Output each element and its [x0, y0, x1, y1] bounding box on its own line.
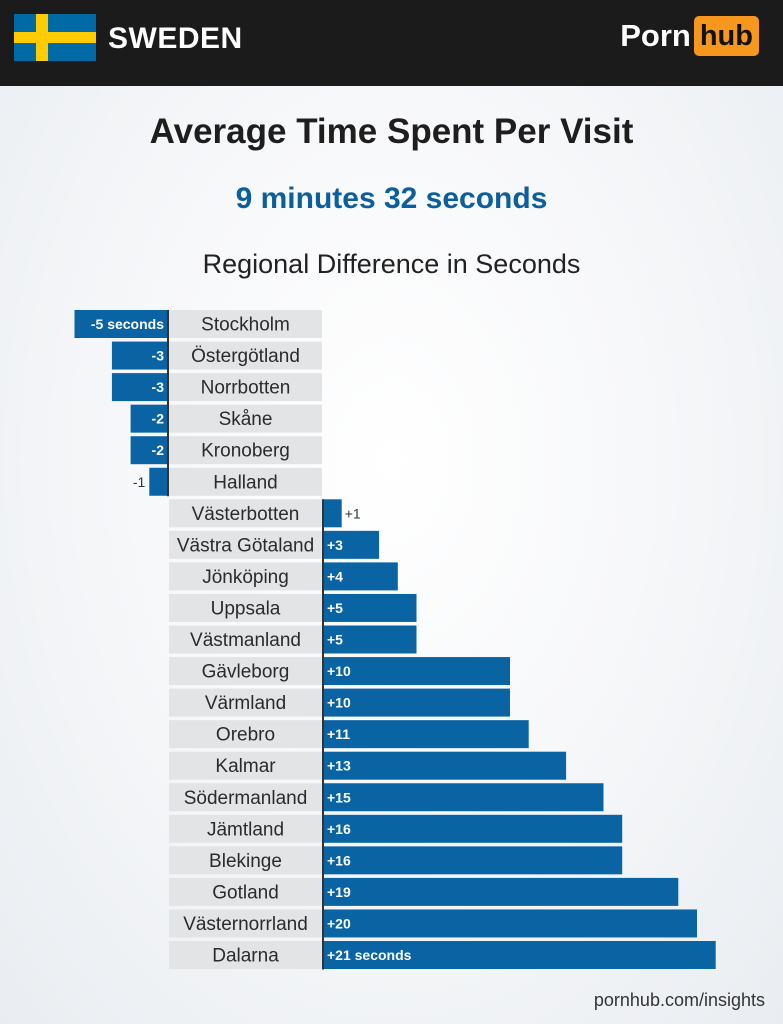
category-label-bg: [169, 404, 322, 433]
category-label-bg: [169, 341, 322, 370]
chart-title: Regional Difference in Seconds: [202, 249, 581, 279]
value-label: +10: [327, 695, 351, 711]
category-label: Stockholm: [201, 315, 290, 336]
category-label: Västerbotten: [192, 504, 300, 525]
category-label-bg: [169, 310, 322, 338]
category-label-bg: [169, 941, 322, 969]
category-label-bg: [169, 499, 322, 528]
category-label-bg: [169, 657, 322, 686]
category-label: Uppsala: [211, 598, 281, 619]
category-label: Jönköping: [202, 567, 289, 588]
category-label: Norrbotten: [201, 378, 291, 399]
bar: [130, 436, 168, 465]
category-label: Skåne: [219, 409, 273, 430]
value-label: +11: [327, 726, 350, 742]
header-bar: SWEDEN Porn hub: [0, 0, 783, 86]
category-label: Östergötland: [191, 346, 300, 367]
sweden-flag-icon: [14, 14, 96, 61]
category-label: Västmanland: [190, 630, 301, 651]
footer-url: pornhub.com/insights: [593, 990, 765, 1010]
category-label-bg: [169, 562, 322, 591]
category-label: Södermanland: [184, 788, 308, 809]
category-label-bg: [169, 530, 322, 559]
value-label: -3: [152, 379, 165, 395]
category-label-bg: [169, 877, 322, 906]
bar: [323, 846, 623, 875]
bar: [323, 625, 417, 654]
bar: [323, 751, 567, 780]
bar: [130, 404, 168, 433]
category-label-bg: [169, 751, 322, 780]
category-label-bg: [169, 436, 322, 465]
value-label: +19: [327, 884, 351, 900]
value-label: +4: [327, 568, 343, 584]
value-label: +13: [327, 758, 351, 774]
category-label-bg: [169, 909, 322, 938]
bar: [323, 909, 697, 938]
average-time-value: 9 minutes 32 seconds: [235, 182, 548, 215]
category-label: Dalarna: [212, 946, 279, 967]
value-label: +5: [327, 632, 343, 648]
bar: [323, 562, 398, 591]
bar: [323, 657, 510, 686]
category-label: Kronoberg: [201, 441, 290, 462]
category-label: Västra Götaland: [177, 535, 314, 556]
value-label: -2: [152, 411, 165, 427]
bar: [149, 467, 168, 496]
bar: [74, 310, 168, 338]
category-label-bg: [169, 846, 322, 875]
category-label-bg: [169, 373, 322, 402]
category-label: Västernorrland: [183, 914, 308, 935]
category-label-bg: [169, 814, 322, 843]
brand-logo: Porn hub: [620, 15, 759, 57]
category-label: Gotland: [212, 882, 279, 903]
category-label: Gävleborg: [202, 662, 290, 683]
value-label: +1: [345, 505, 361, 521]
category-label: Jämtland: [207, 819, 284, 840]
value-label: +15: [327, 789, 351, 805]
bar: [323, 720, 529, 749]
logo-word-1: Porn: [620, 18, 691, 53]
value-label: +16: [327, 852, 351, 868]
category-label: Halland: [213, 472, 277, 493]
category-label: Orebro: [216, 725, 275, 746]
bar: [111, 373, 168, 402]
page-title: Average Time Spent Per Visit: [149, 112, 634, 151]
bar: [323, 688, 510, 717]
bar: [323, 941, 716, 969]
value-label: -2: [152, 442, 165, 458]
category-label-bg: [169, 720, 322, 749]
category-label-bg: [169, 783, 322, 812]
bar: [323, 814, 623, 843]
category-label-bg: [169, 593, 322, 622]
category-label-bg: [169, 688, 322, 717]
value-label: -5 seconds: [91, 316, 164, 332]
country-name: SWEDEN: [108, 22, 243, 55]
value-label: -1: [133, 474, 146, 490]
value-label: +16: [327, 821, 351, 837]
bar: [323, 877, 679, 906]
value-label: +3: [327, 537, 343, 553]
category-label: Värmland: [205, 693, 286, 714]
bar: [323, 499, 342, 528]
bar: [323, 783, 604, 812]
value-label: +20: [327, 915, 351, 931]
bar: [111, 341, 168, 370]
category-label-bg: [169, 467, 322, 496]
logo-word-2: hub: [693, 16, 759, 56]
value-label: +10: [327, 663, 351, 679]
value-label: +21 seconds: [327, 947, 412, 963]
value-label: -3: [152, 348, 165, 364]
category-label: Blekinge: [209, 851, 282, 872]
category-label: Kalmar: [215, 756, 276, 777]
bar: [323, 593, 417, 622]
bar: [323, 530, 380, 559]
category-label-bg: [169, 625, 322, 654]
value-label: +5: [327, 600, 343, 616]
